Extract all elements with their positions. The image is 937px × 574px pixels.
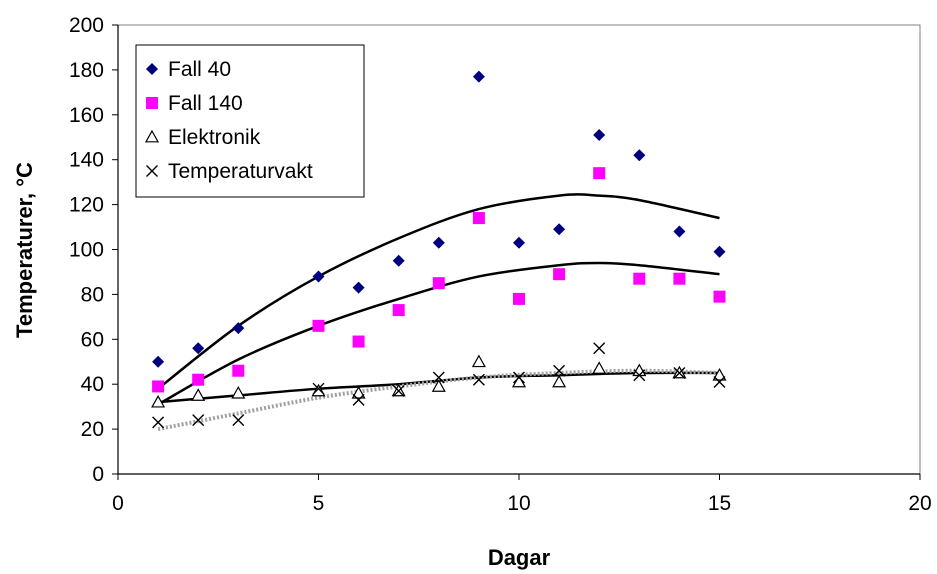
point-elektronik bbox=[231, 385, 246, 399]
point-temperaturvakt bbox=[432, 371, 445, 384]
point-elektronik bbox=[431, 379, 446, 392]
x-tick-label: 20 bbox=[908, 492, 931, 515]
point-temperaturvakt bbox=[472, 373, 485, 386]
point-temperaturvakt bbox=[553, 364, 566, 377]
x-tick-label: 0 bbox=[112, 492, 124, 515]
point-fall-140 bbox=[673, 272, 686, 285]
point-temperaturvakt bbox=[152, 416, 165, 429]
y-tick-label: 120 bbox=[69, 194, 104, 217]
point-fall-40 bbox=[593, 129, 606, 142]
point-fall-40 bbox=[633, 149, 646, 162]
x-tick-label: 10 bbox=[507, 492, 530, 515]
point-fall-40 bbox=[152, 355, 165, 368]
point-elektronik bbox=[311, 383, 326, 397]
point-fall-140 bbox=[713, 290, 726, 303]
point-fall-40 bbox=[553, 223, 566, 236]
point-elektronik bbox=[552, 374, 567, 388]
point-fall-140 bbox=[593, 167, 606, 180]
point-fall-40 bbox=[352, 281, 365, 294]
y-tick-label: 40 bbox=[81, 373, 104, 396]
legend-marker-fall-140 bbox=[146, 97, 158, 109]
legend-marker-elektronik bbox=[144, 129, 160, 143]
point-fall-40 bbox=[472, 70, 485, 83]
axis-layer: 0 20 40 60 80 100 120 140 160 180 200 0 5 10 15 20 bbox=[69, 14, 932, 515]
point-fall-140 bbox=[472, 212, 485, 225]
point-temperaturvakt bbox=[232, 414, 245, 427]
marker-layer bbox=[151, 70, 727, 429]
point-fall-40 bbox=[513, 236, 525, 249]
legend: Fall 40 Fall 140 Elektronik Temperaturvakt bbox=[135, 44, 365, 198]
y-tick-label: 200 bbox=[69, 14, 104, 37]
point-fall-40 bbox=[713, 245, 726, 258]
point-elektronik bbox=[471, 354, 486, 368]
point-elektronik bbox=[351, 385, 366, 399]
y-tick-label: 100 bbox=[69, 239, 104, 262]
point-temperaturvakt bbox=[593, 342, 606, 355]
legend-label-fall-40: Fall 40 bbox=[168, 58, 231, 81]
point-fall-40 bbox=[312, 270, 325, 283]
point-temperaturvakt bbox=[392, 384, 405, 397]
point-fall-140 bbox=[232, 364, 245, 377]
legend-label-temperaturvakt: Temperaturvakt bbox=[168, 160, 313, 183]
point-elektronik bbox=[151, 394, 166, 408]
point-fall-140 bbox=[192, 373, 205, 386]
point-fall-140 bbox=[432, 277, 445, 290]
point-temperaturvakt bbox=[352, 393, 365, 406]
legend-marker-fall-40 bbox=[146, 63, 158, 75]
point-temperaturvakt bbox=[513, 371, 525, 384]
legend-label-fall-140: Fall 140 bbox=[168, 92, 243, 115]
point-temperaturvakt bbox=[673, 366, 686, 379]
point-fall-140 bbox=[152, 380, 165, 393]
point-temperaturvakt bbox=[192, 414, 205, 427]
trendline-fall-40 bbox=[157, 193, 720, 390]
legend-box bbox=[135, 44, 365, 198]
point-fall-140 bbox=[633, 272, 646, 285]
y-tick-label: 20 bbox=[81, 418, 104, 441]
y-tick-label: 0 bbox=[92, 463, 104, 486]
point-elektronik bbox=[592, 361, 607, 374]
y-tick-label: 80 bbox=[81, 283, 104, 306]
y-tick-label: 180 bbox=[69, 59, 104, 82]
point-fall-40 bbox=[432, 236, 445, 249]
point-fall-140 bbox=[553, 268, 566, 281]
y-tick-label: 140 bbox=[69, 149, 104, 172]
point-fall-140 bbox=[312, 319, 325, 332]
point-fall-140 bbox=[513, 292, 525, 305]
point-temperaturvakt bbox=[633, 369, 646, 382]
x-tick-label: 5 bbox=[313, 492, 325, 515]
point-fall-140 bbox=[352, 335, 365, 348]
point-elektronik bbox=[191, 388, 206, 401]
point-temperaturvakt bbox=[312, 382, 325, 395]
y-tick-label: 60 bbox=[81, 328, 104, 351]
point-temperaturvakt bbox=[713, 375, 726, 388]
y-axis-title: Temperaturer, °C bbox=[12, 162, 37, 338]
point-fall-40 bbox=[232, 322, 245, 335]
x-axis-title: Dagar bbox=[488, 545, 551, 570]
legend-label-elektronik: Elektronik bbox=[168, 126, 261, 149]
point-fall-40 bbox=[392, 254, 405, 267]
point-fall-140 bbox=[392, 304, 405, 317]
point-fall-40 bbox=[673, 225, 686, 238]
x-tick-label: 15 bbox=[708, 492, 731, 515]
y-tick-label: 160 bbox=[69, 104, 104, 127]
legend-marker-temperaturvakt bbox=[146, 165, 158, 177]
point-elektronik bbox=[712, 367, 727, 381]
point-fall-40 bbox=[192, 342, 205, 355]
trendline-fall-140 bbox=[157, 261, 720, 406]
